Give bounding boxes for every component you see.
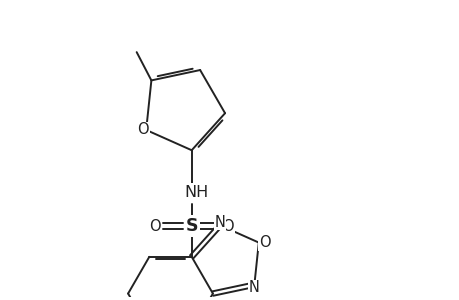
Text: O: O xyxy=(149,219,161,234)
Text: N: N xyxy=(214,215,225,230)
Text: S: S xyxy=(185,217,197,235)
Text: NH: NH xyxy=(184,184,208,200)
Text: O: O xyxy=(258,235,270,250)
Text: O: O xyxy=(222,219,234,234)
Text: O: O xyxy=(137,122,149,137)
Text: N: N xyxy=(248,280,259,295)
